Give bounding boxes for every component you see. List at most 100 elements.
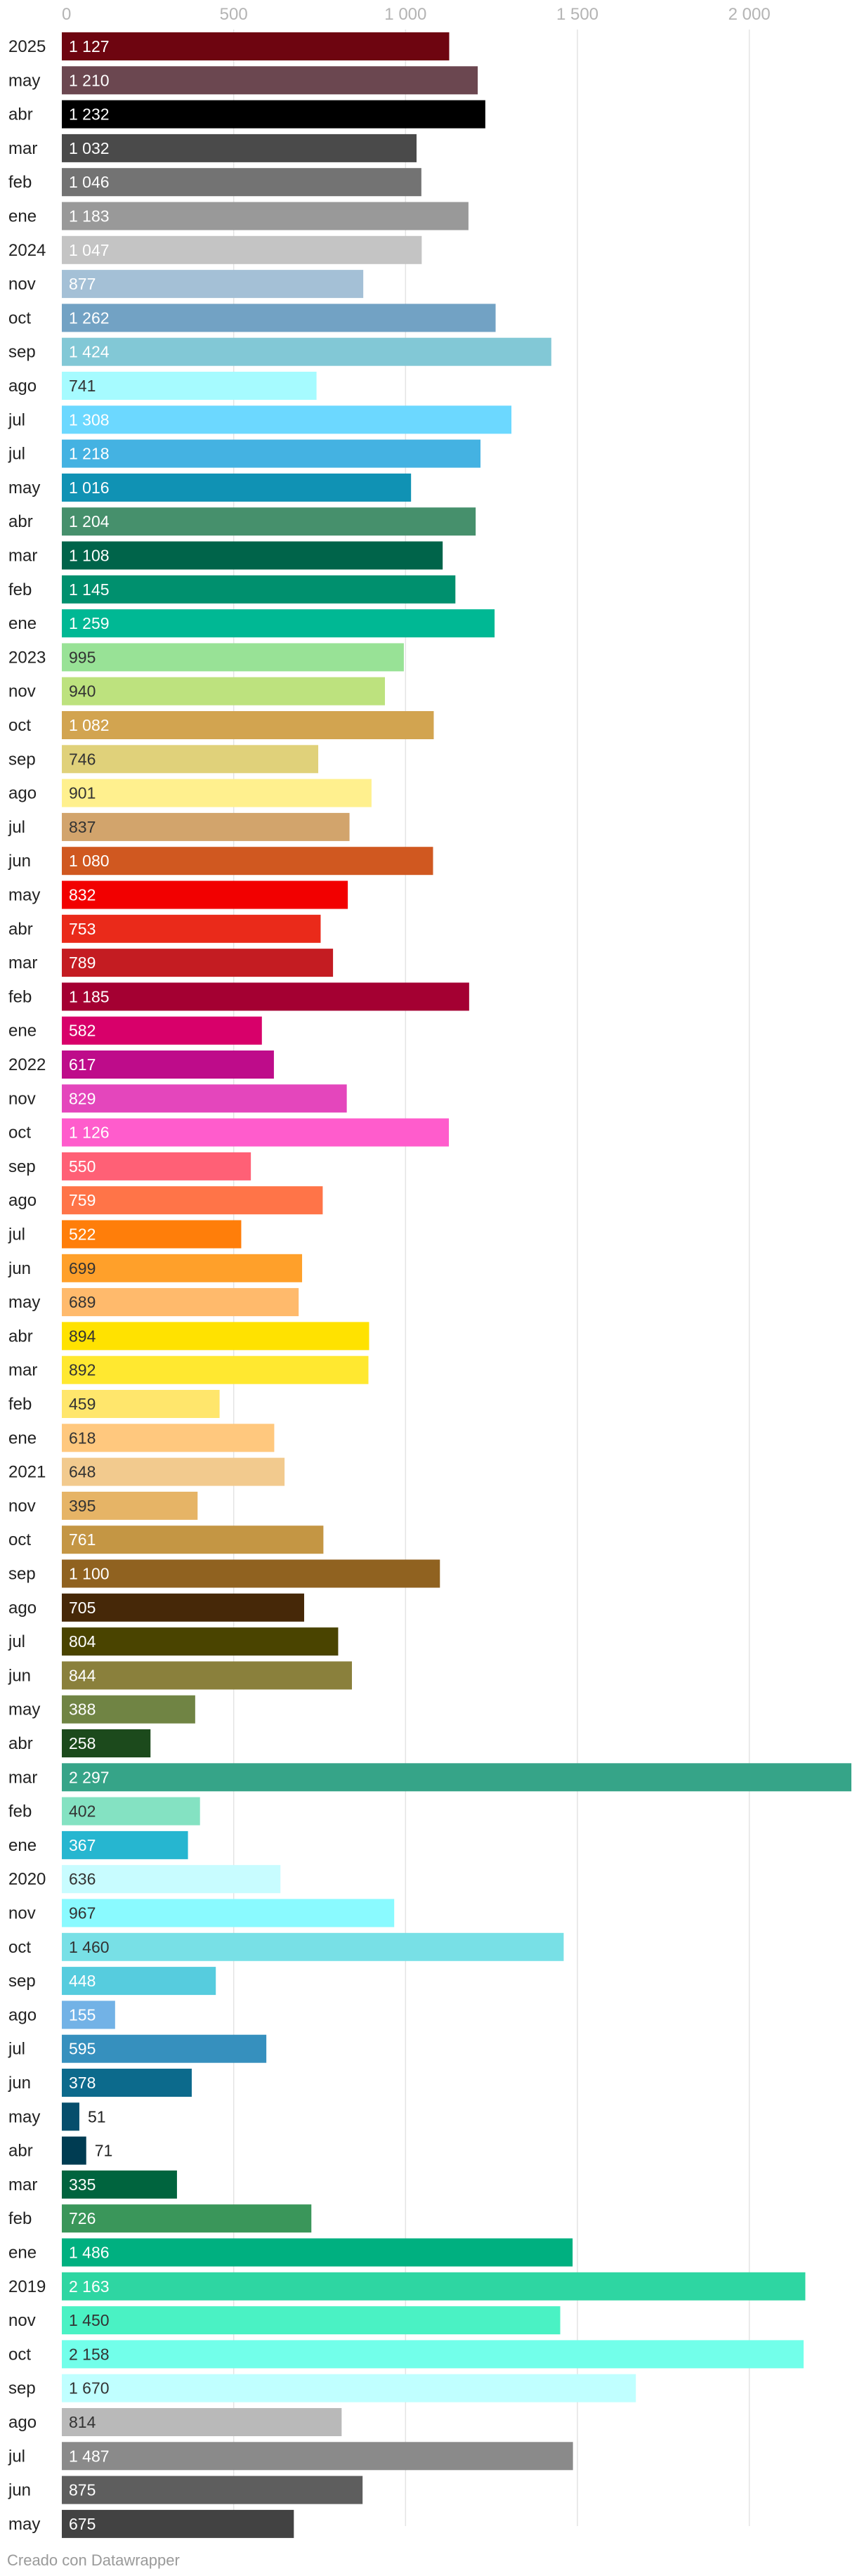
- value-label: 705: [69, 1599, 96, 1617]
- bar: [62, 2204, 312, 2233]
- value-label: 789: [69, 954, 96, 972]
- value-label: 2 297: [69, 1768, 110, 1786]
- category-label: oct: [8, 1530, 31, 1549]
- category-label: sep: [8, 1972, 36, 1991]
- category-label: may: [8, 2107, 40, 2126]
- value-label: 1 100: [69, 1565, 110, 1583]
- category-label: ene: [8, 1022, 37, 1041]
- category-label: oct: [8, 308, 31, 327]
- value-label: 699: [69, 1259, 96, 1277]
- bar: [62, 32, 450, 60]
- value-label: 877: [69, 275, 96, 293]
- bar: [62, 949, 334, 977]
- value-label: 814: [69, 2413, 96, 2431]
- category-label: ago: [8, 1599, 37, 1618]
- value-label: 1 487: [69, 2447, 110, 2465]
- category-label: may: [8, 886, 40, 905]
- value-label: 1 185: [69, 987, 110, 1006]
- value-label: 595: [69, 2040, 96, 2058]
- bar: [62, 1254, 303, 1282]
- category-label: 2020: [8, 1870, 46, 1889]
- value-label: 1 670: [69, 2379, 110, 2398]
- bar: [62, 609, 495, 638]
- bar: [62, 1355, 369, 1384]
- value-label: 761: [69, 1530, 96, 1549]
- bar: [62, 880, 348, 909]
- bar: [62, 1491, 198, 1520]
- bar: [62, 1593, 304, 1622]
- bar: [62, 1288, 299, 1317]
- bar: [62, 439, 481, 468]
- value-label: 459: [69, 1395, 96, 1413]
- value-label: 1 080: [69, 852, 110, 870]
- bar: [62, 1322, 369, 1351]
- category-label: jul: [8, 2447, 25, 2466]
- bar: [62, 2509, 294, 2538]
- bar: [62, 2374, 636, 2402]
- bar: [62, 270, 364, 299]
- bar: [62, 2340, 804, 2369]
- bar: [62, 1220, 242, 1249]
- category-label: feb: [8, 987, 32, 1006]
- bar: [62, 66, 478, 95]
- value-label: 1 460: [69, 1938, 110, 1956]
- bar: [62, 1661, 352, 1690]
- category-label: 2019: [8, 2277, 46, 2296]
- value-label: 837: [69, 818, 96, 836]
- bar: [62, 711, 434, 739]
- bar: [62, 541, 443, 570]
- value-label: 582: [69, 1022, 96, 1040]
- bar: [62, 1559, 440, 1588]
- value-label: 1 046: [69, 173, 110, 191]
- value-label: 1 082: [69, 716, 110, 734]
- bar: [62, 2442, 573, 2471]
- bar: [62, 1457, 285, 1486]
- category-label: ago: [8, 1191, 37, 1210]
- category-label: jul: [8, 445, 25, 464]
- bar: [62, 168, 421, 197]
- bar: [62, 202, 469, 230]
- bar: [62, 1152, 251, 1180]
- category-label: jul: [8, 2040, 25, 2059]
- category-label: abr: [8, 105, 33, 124]
- value-label: 550: [69, 1157, 96, 1176]
- category-label: mar: [8, 1768, 37, 1787]
- x-tick-label: 0: [62, 5, 71, 24]
- category-label: ene: [8, 207, 37, 226]
- value-label: 1 308: [69, 410, 110, 429]
- category-label: ago: [8, 377, 37, 396]
- category-label: ene: [8, 614, 37, 633]
- bar: [62, 1797, 200, 1826]
- category-label: abr: [8, 512, 33, 531]
- bar: [62, 779, 372, 807]
- value-label: 378: [69, 2074, 96, 2092]
- value-label: 2 158: [69, 2345, 110, 2363]
- value-label: 726: [69, 2209, 96, 2227]
- value-label: 746: [69, 750, 96, 768]
- value-label: 1 450: [69, 2311, 110, 2329]
- bar: [62, 405, 512, 434]
- category-label: feb: [8, 173, 32, 192]
- bar: [62, 677, 385, 705]
- x-tick-label: 500: [220, 5, 248, 24]
- bar: [62, 1016, 262, 1045]
- value-label: 636: [69, 1870, 96, 1888]
- category-label: abr: [8, 1734, 33, 1753]
- value-label: 1 183: [69, 207, 110, 226]
- category-label: mar: [8, 139, 37, 158]
- bar: [62, 812, 350, 841]
- value-label: 2 163: [69, 2277, 110, 2296]
- value-label: 522: [69, 1225, 96, 1244]
- bar: [62, 2408, 342, 2436]
- bar: [62, 1186, 323, 1215]
- bar: [62, 1729, 151, 1757]
- value-label: 1 126: [69, 1124, 110, 1142]
- value-label: 1 047: [69, 241, 110, 259]
- value-label: 617: [69, 1055, 96, 1074]
- bar: [62, 2170, 177, 2199]
- bar: [62, 1424, 275, 1452]
- x-tick-label: 1 000: [384, 5, 426, 24]
- bar: [62, 1050, 274, 1079]
- value-label: 71: [95, 2142, 113, 2160]
- category-label: may: [8, 1700, 40, 1719]
